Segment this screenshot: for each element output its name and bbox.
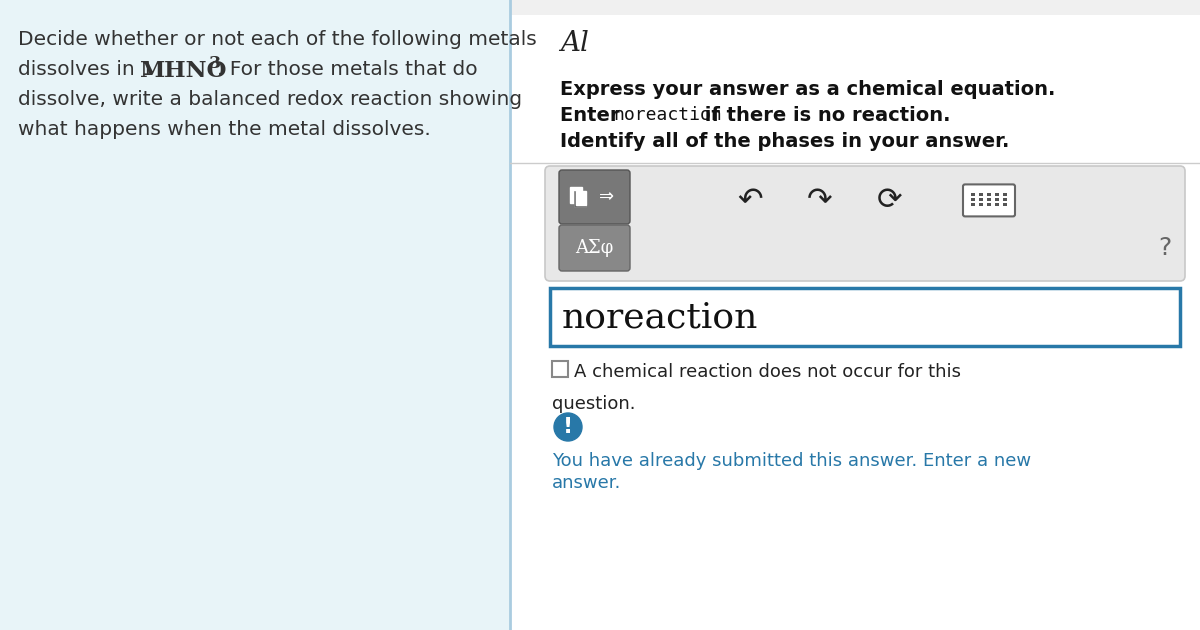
Bar [1003, 198, 1007, 202]
Text: noreaction: noreaction [613, 106, 722, 124]
FancyBboxPatch shape [964, 185, 1015, 216]
Bar [986, 193, 991, 197]
Text: 3: 3 [209, 55, 221, 72]
Text: Al: Al [560, 30, 589, 57]
Text: You have already submitted this answer. Enter a new: You have already submitted this answer. … [552, 452, 1031, 470]
Text: HNO: HNO [156, 60, 227, 82]
Text: dissolve, write a balanced redox reaction showing: dissolve, write a balanced redox reactio… [18, 90, 522, 109]
Text: ↷: ↷ [808, 186, 833, 215]
Bar [576, 191, 586, 205]
Bar [510, 0, 1200, 630]
FancyBboxPatch shape [559, 170, 630, 224]
Bar [986, 203, 991, 207]
Text: Enter: Enter [560, 106, 626, 125]
Bar [995, 198, 998, 202]
Text: A chemical reaction does not occur for this: A chemical reaction does not occur for t… [574, 363, 961, 381]
Text: noreaction: noreaction [562, 300, 758, 334]
Circle shape [554, 413, 582, 441]
Text: AΣφ: AΣφ [575, 239, 613, 257]
Bar [979, 198, 983, 202]
Text: what happens when the metal dissolves.: what happens when the metal dissolves. [18, 120, 431, 139]
Bar [979, 203, 983, 207]
Text: !: ! [563, 417, 574, 437]
Bar [971, 203, 974, 207]
Text: . For those metals that do: . For those metals that do [217, 60, 478, 79]
Text: M: M [140, 60, 166, 82]
Text: dissolves in 1: dissolves in 1 [18, 60, 161, 79]
Bar [574, 191, 586, 207]
FancyBboxPatch shape [550, 288, 1180, 346]
Text: ⇒: ⇒ [600, 188, 614, 206]
Bar [1003, 203, 1007, 207]
Bar [971, 198, 974, 202]
Bar [552, 361, 568, 377]
Text: if there is no reaction.: if there is no reaction. [698, 106, 950, 125]
Bar [570, 187, 582, 203]
Text: question.: question. [552, 395, 636, 413]
Text: Identify all of the phases in your answer.: Identify all of the phases in your answe… [560, 132, 1009, 151]
Text: ↶: ↶ [737, 186, 763, 215]
Bar [0, 0, 510, 630]
Text: ?: ? [1158, 236, 1171, 260]
Bar [995, 193, 998, 197]
Bar [986, 198, 991, 202]
Bar [971, 193, 974, 197]
Text: Decide whether or not each of the following metals: Decide whether or not each of the follow… [18, 30, 536, 49]
Text: Express your answer as a chemical equation.: Express your answer as a chemical equati… [560, 80, 1055, 99]
Bar [1003, 193, 1007, 197]
Bar [510, 0, 1200, 15]
FancyBboxPatch shape [559, 225, 630, 271]
FancyBboxPatch shape [545, 166, 1186, 281]
Text: ⟳: ⟳ [877, 186, 902, 215]
Bar [995, 203, 998, 207]
Bar [979, 193, 983, 197]
Text: answer.: answer. [552, 474, 622, 492]
